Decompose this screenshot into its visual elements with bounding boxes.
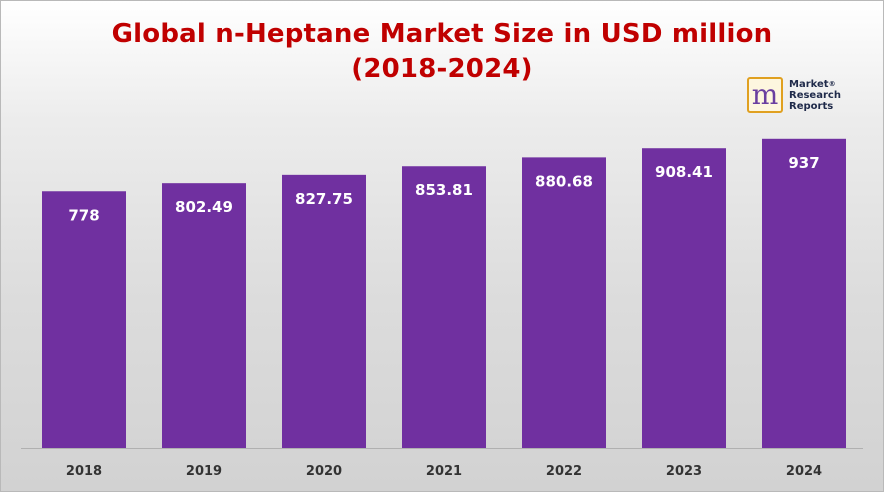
x-tick-label-2022: 2022	[546, 464, 582, 479]
bar-2022	[522, 157, 606, 448]
bar-2023	[642, 148, 726, 448]
data-label-2024: 937	[788, 154, 819, 172]
data-label-2021: 853.81	[415, 181, 473, 199]
bar-2024	[762, 138, 846, 449]
x-tick-label-2020: 2020	[306, 464, 342, 479]
x-tick-label-2019: 2019	[186, 464, 222, 479]
bar-2021	[402, 166, 486, 448]
x-tick-label-2018: 2018	[66, 464, 102, 479]
logo-text: Market® Research Reports	[789, 79, 841, 112]
chart-title-main: Global n-Heptane Market Size in USD mill…	[111, 19, 773, 49]
data-label-2020: 827.75	[295, 190, 353, 208]
bar-2020	[282, 174, 366, 448]
market-research-reports-logo: m Market® Research Reports	[747, 69, 851, 121]
data-label-2019: 802.49	[175, 198, 233, 216]
logo-line-1: Market	[789, 78, 829, 90]
logo-mark-icon: m	[747, 77, 783, 113]
data-label-2023: 908.41	[655, 163, 713, 181]
chart-title: Global n-Heptane Market Size in USD mill…	[61, 17, 823, 87]
logo-registered-mark: ®	[828, 79, 836, 88]
x-tick-label-2023: 2023	[666, 464, 702, 479]
logo-mark-letter: m	[751, 78, 779, 111]
x-tick-label-2024: 2024	[786, 464, 822, 479]
chart-title-subtitle: (2018-2024)	[351, 54, 533, 84]
bar-2019	[162, 183, 246, 449]
data-label-2018: 778	[68, 206, 99, 224]
bar-2018	[42, 191, 126, 448]
logo-line-3: Reports	[789, 100, 834, 112]
x-tick-label-2021: 2021	[426, 464, 462, 479]
logo-line-2: Research	[789, 89, 841, 101]
data-label-2022: 880.68	[535, 172, 593, 190]
